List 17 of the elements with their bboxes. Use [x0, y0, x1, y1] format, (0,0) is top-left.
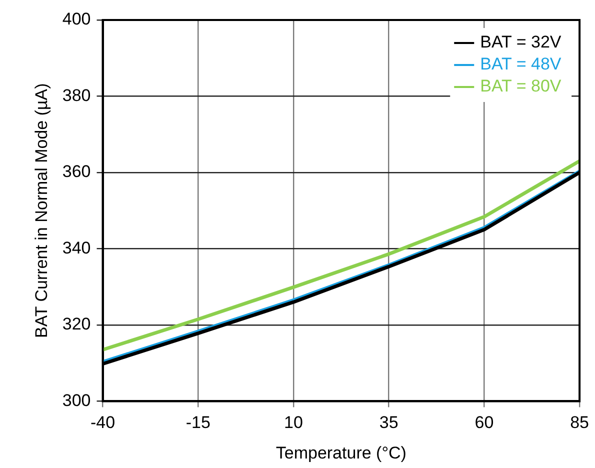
y-tick-label: 300 [62, 390, 91, 410]
x-tick-label: 10 [284, 413, 303, 432]
y-tick-label: 340 [62, 238, 91, 258]
legend-label: BAT = 32V [480, 32, 562, 52]
legend-label: BAT = 48V [480, 54, 562, 74]
y-axis-title: BAT Current in Normal Mode (µA) [32, 83, 51, 338]
x-tick-label: 35 [379, 413, 398, 432]
y-tick-label: 360 [62, 162, 91, 182]
x-tick-label: 60 [474, 413, 494, 432]
legend-label: BAT = 80V [480, 76, 562, 96]
x-axis-title: Temperature (°C) [276, 443, 406, 462]
y-tick-label: 380 [62, 86, 91, 105]
x-tick-label: 85 [570, 413, 590, 432]
y-tick-label: 400 [62, 10, 91, 29]
x-tick-label: -15 [186, 413, 210, 432]
x-tick-label: -40 [90, 413, 116, 432]
y-tick-label: 320 [62, 314, 91, 334]
